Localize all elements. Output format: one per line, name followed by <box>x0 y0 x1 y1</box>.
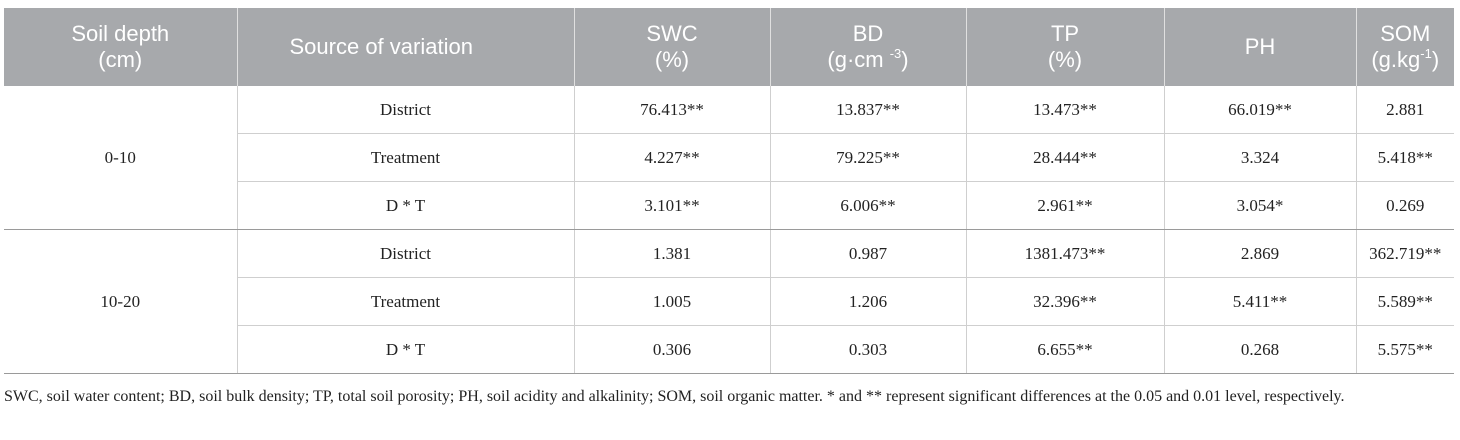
source-cell: D * T <box>237 325 575 374</box>
swc-cell: 1.005 <box>574 277 771 326</box>
table-row: Treatment 1.005 1.206 32.396** 5.411** 5… <box>4 277 1454 326</box>
source-cell: D * T <box>237 181 575 230</box>
depth-cell: 0-10 <box>4 86 238 230</box>
tp-cell: 32.396** <box>966 277 1165 326</box>
table-row: 0-10 District 76.413** 13.837** 13.473**… <box>4 86 1454 230</box>
table-row: D * T 0.306 0.303 6.655** 0.268 5.575** <box>4 325 1454 374</box>
swc-cell: 1.381 <box>574 229 771 278</box>
source-cell: Treatment <box>237 133 575 182</box>
ph-cell: 2.869 <box>1164 229 1357 278</box>
header-source-of-variation: Source of variation <box>237 8 575 86</box>
header-soil-depth: Soil depth (cm) <box>4 8 238 86</box>
ph-cell: 3.054* <box>1164 181 1357 230</box>
tp-cell: 1381.473** <box>966 229 1165 278</box>
ph-cell: 3.324 <box>1164 133 1357 182</box>
depth-cell: 10-20 <box>4 229 238 374</box>
bd-cell: 6.006** <box>770 181 967 230</box>
header-tp: TP (%) <box>966 8 1165 86</box>
swc-cell: 76.413** <box>574 86 771 134</box>
som-cell: 5.418** <box>1356 133 1454 182</box>
swc-cell: 3.101** <box>574 181 771 230</box>
som-cell: 362.719** <box>1356 229 1454 278</box>
tp-cell: 2.961** <box>966 181 1165 230</box>
ph-cell: 66.019** <box>1164 86 1357 134</box>
table-row: Treatment 4.227** 79.225** 28.444** 3.32… <box>4 133 1454 182</box>
bd-cell: 1.206 <box>770 277 967 326</box>
swc-cell: 0.306 <box>574 325 771 374</box>
header-som-unit: (g.kg-1) <box>1371 46 1440 72</box>
table-footnote: SWC, soil water content; BD, soil bulk d… <box>4 388 1345 405</box>
header-swc: SWC (%) <box>574 8 771 86</box>
table-row: 10-20 District 1.381 0.987 1381.473** 2.… <box>4 229 1454 374</box>
header-ph: PH <box>1164 8 1357 86</box>
source-cell: District <box>237 229 575 278</box>
anova-table-container: Soil depth (cm) Source of variation SWC … <box>4 8 1454 374</box>
som-cell: 0.269 <box>1356 181 1454 230</box>
header-bd-unit: (g·cm -3) <box>827 46 909 72</box>
som-cell: 2.881 <box>1356 86 1454 134</box>
som-cell: 5.589** <box>1356 277 1454 326</box>
swc-cell: 4.227** <box>574 133 771 182</box>
source-cell: District <box>237 86 575 134</box>
bd-cell: 13.837** <box>770 86 967 134</box>
ph-cell: 5.411** <box>1164 277 1357 326</box>
header-row: Soil depth (cm) Source of variation SWC … <box>4 8 1454 86</box>
header-som: SOM (g.kg-1) <box>1356 8 1454 86</box>
header-bd: BD (g·cm -3) <box>770 8 967 86</box>
bd-cell: 0.303 <box>770 325 967 374</box>
anova-table: Soil depth (cm) Source of variation SWC … <box>4 8 1454 374</box>
ph-cell: 0.268 <box>1164 325 1357 374</box>
bd-cell: 0.987 <box>770 229 967 278</box>
tp-cell: 6.655** <box>966 325 1165 374</box>
source-cell: Treatment <box>237 277 575 326</box>
tp-cell: 13.473** <box>966 86 1165 134</box>
bd-cell: 79.225** <box>770 133 967 182</box>
som-cell: 5.575** <box>1356 325 1454 374</box>
tp-cell: 28.444** <box>966 133 1165 182</box>
table-row: D * T 3.101** 6.006** 2.961** 3.054* 0.2… <box>4 181 1454 230</box>
